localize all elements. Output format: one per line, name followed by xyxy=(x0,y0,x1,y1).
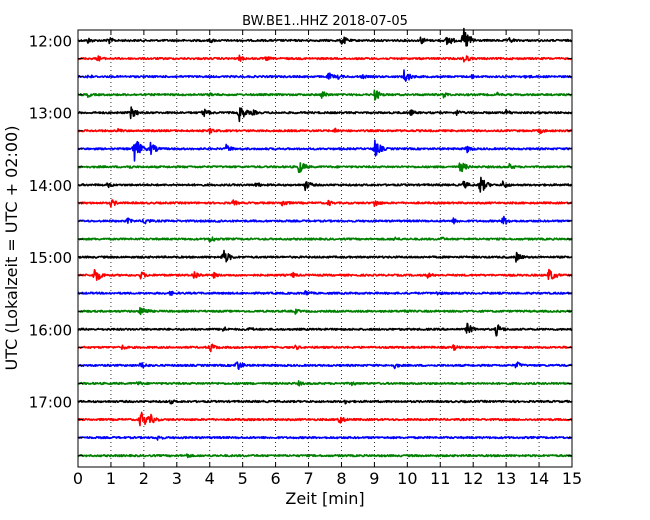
seismogram-trace xyxy=(77,435,573,441)
traces-layer xyxy=(77,27,573,459)
seismogram-trace xyxy=(77,106,573,123)
x-axis-label: Zeit [min] xyxy=(285,489,364,508)
seismogram-trace xyxy=(77,380,573,387)
x-tick-label: 13 xyxy=(496,469,516,488)
seismogram-trace xyxy=(77,176,573,193)
x-tick-label: 0 xyxy=(73,469,83,488)
seismogram-trace xyxy=(77,361,573,370)
plot-frame xyxy=(77,29,573,468)
x-tick-label: 8 xyxy=(336,469,346,488)
seismogram-trace xyxy=(77,199,573,208)
seismogram-trace xyxy=(77,399,573,405)
seismogram-trace xyxy=(77,127,573,135)
x-tick-label: 11 xyxy=(430,469,450,488)
y-tick-label: 16:00 xyxy=(29,321,72,339)
y-tick-label: 17:00 xyxy=(29,394,72,412)
seismogram-trace xyxy=(77,139,573,162)
x-tick-label: 12 xyxy=(463,469,483,488)
x-tick-label: 6 xyxy=(271,469,281,488)
y-tick-label: 12:00 xyxy=(29,33,72,51)
seismogram-trace xyxy=(77,162,573,174)
seismogram-trace xyxy=(77,249,573,263)
x-tick-label: 7 xyxy=(303,469,313,488)
seismogram-trace xyxy=(77,290,573,296)
grid-layer xyxy=(110,30,540,467)
seismogram-trace xyxy=(77,453,573,459)
seismogram-trace xyxy=(77,89,573,101)
x-tick-label: 5 xyxy=(238,469,248,488)
seismogram-trace xyxy=(77,268,573,281)
x-tick-label: 15 xyxy=(562,469,582,488)
x-tick-label: 3 xyxy=(172,469,182,488)
seismogram-trace xyxy=(77,343,573,353)
x-tick-label: 4 xyxy=(205,469,215,488)
x-tick-label: 10 xyxy=(397,469,417,488)
seismogram-trace xyxy=(77,27,573,47)
seismogram-trace xyxy=(77,69,573,82)
x-tick-label: 1 xyxy=(106,469,116,488)
ticks-layer: 0 1 2 3 4 5 6 7 8 9 10 11 12 13 14 1512:0013:0014:0015:… xyxy=(29,30,582,488)
y-tick-label: 15:00 xyxy=(29,249,72,267)
x-tick-label: 9 xyxy=(369,469,379,488)
seismogram-trace xyxy=(77,306,573,316)
chart-title: BW.BE1..HHZ 2018-07-05 xyxy=(242,14,408,29)
seismogram-trace xyxy=(77,54,573,63)
x-tick-label: 2 xyxy=(139,469,149,488)
seismogram-trace xyxy=(77,322,573,337)
seismogram-trace xyxy=(77,215,573,225)
seismogram-trace xyxy=(77,411,573,427)
y-tick-label: 13:00 xyxy=(29,105,72,123)
x-tick-label: 14 xyxy=(529,469,549,488)
seismogram-trace xyxy=(77,236,573,243)
y-axis-label: UTC (Lokalzeit = UTC + 02:00) xyxy=(2,126,21,371)
y-tick-label: 14:00 xyxy=(29,177,72,195)
